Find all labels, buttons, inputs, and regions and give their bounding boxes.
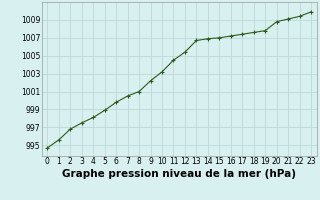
X-axis label: Graphe pression niveau de la mer (hPa): Graphe pression niveau de la mer (hPa) — [62, 169, 296, 179]
